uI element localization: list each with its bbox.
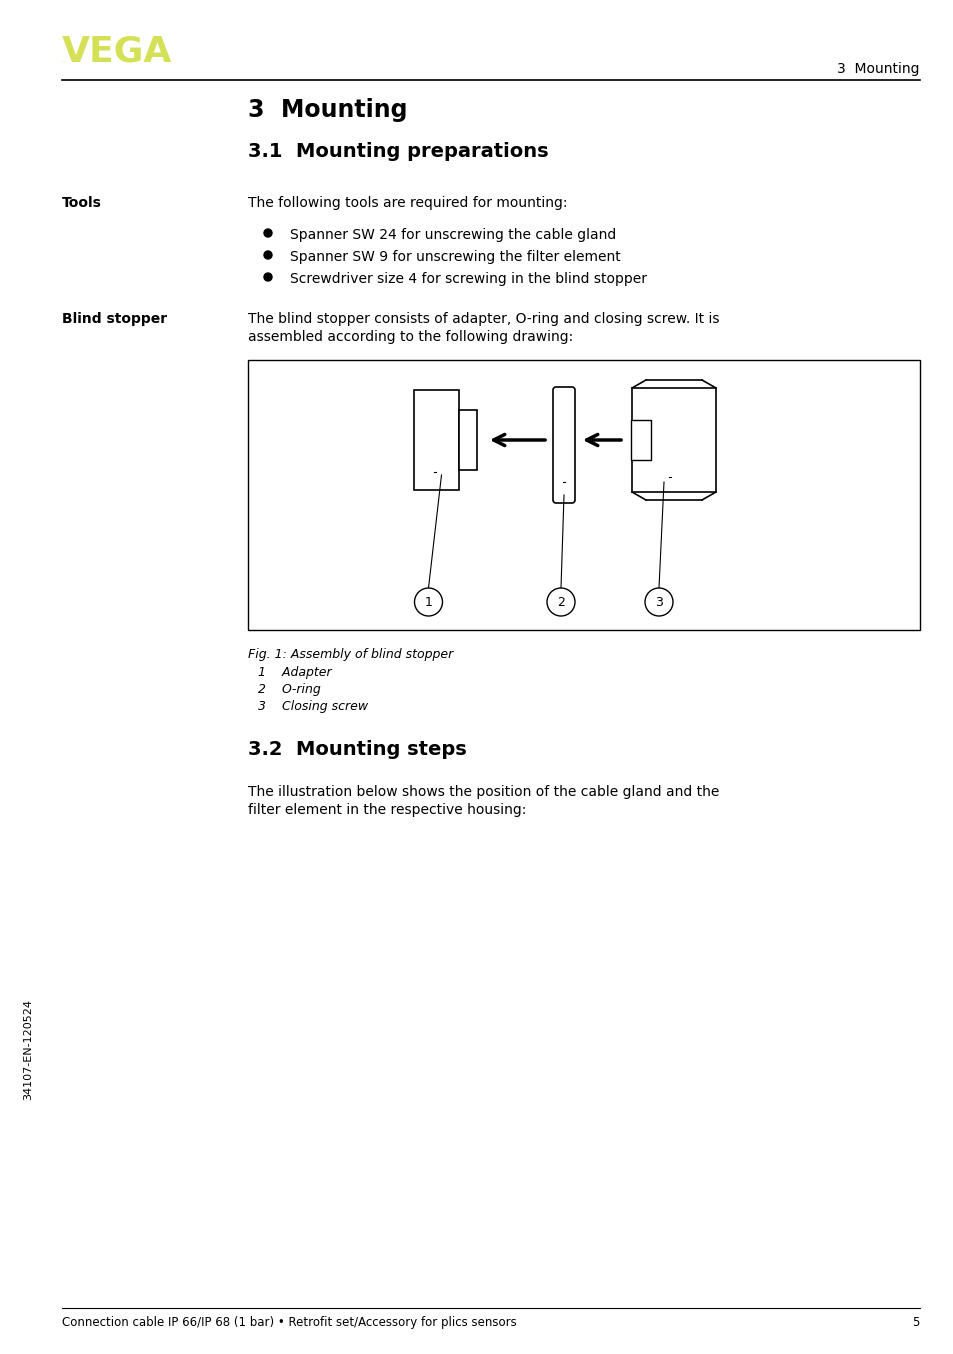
Text: Tools: Tools bbox=[62, 196, 102, 210]
Text: 3  Mounting: 3 Mounting bbox=[837, 62, 919, 76]
Text: 3.2  Mounting steps: 3.2 Mounting steps bbox=[248, 741, 466, 760]
Circle shape bbox=[264, 250, 272, 259]
Text: Connection cable IP 66/IP 68 (1 bar) • Retrofit set/Accessory for plics sensors: Connection cable IP 66/IP 68 (1 bar) • R… bbox=[62, 1316, 517, 1330]
Text: 1: 1 bbox=[424, 596, 432, 608]
Text: 1    Adapter: 1 Adapter bbox=[257, 666, 332, 678]
Text: 5: 5 bbox=[912, 1316, 919, 1330]
Text: Spanner SW 24 for unscrewing the cable gland: Spanner SW 24 for unscrewing the cable g… bbox=[290, 227, 616, 242]
Circle shape bbox=[264, 229, 272, 237]
Text: 3: 3 bbox=[655, 596, 662, 608]
Text: 2: 2 bbox=[557, 596, 564, 608]
Circle shape bbox=[414, 588, 442, 616]
Bar bbox=[248, 360, 919, 630]
Text: The blind stopper consists of adapter, O-ring and closing screw. It is: The blind stopper consists of adapter, O… bbox=[248, 311, 719, 326]
Circle shape bbox=[546, 588, 575, 616]
Text: Fig. 1: Assembly of blind stopper: Fig. 1: Assembly of blind stopper bbox=[248, 649, 453, 661]
Text: Spanner SW 9 for unscrewing the filter element: Spanner SW 9 for unscrewing the filter e… bbox=[290, 250, 620, 264]
Text: 3.1  Mounting preparations: 3.1 Mounting preparations bbox=[248, 142, 548, 161]
Text: Blind stopper: Blind stopper bbox=[62, 311, 167, 326]
FancyBboxPatch shape bbox=[553, 387, 575, 502]
Bar bbox=[630, 420, 650, 460]
Text: The illustration below shows the position of the cable gland and the: The illustration below shows the positio… bbox=[248, 785, 719, 799]
Text: filter element in the respective housing:: filter element in the respective housing… bbox=[248, 803, 526, 816]
Text: 34107-EN-120524: 34107-EN-120524 bbox=[23, 999, 33, 1101]
Bar bbox=[631, 389, 716, 492]
Text: 3  Mounting: 3 Mounting bbox=[248, 97, 407, 122]
Text: assembled according to the following drawing:: assembled according to the following dra… bbox=[248, 330, 573, 344]
Text: The following tools are required for mounting:: The following tools are required for mou… bbox=[248, 196, 567, 210]
Text: Screwdriver size 4 for screwing in the blind stopper: Screwdriver size 4 for screwing in the b… bbox=[290, 272, 646, 286]
Text: 2    O-ring: 2 O-ring bbox=[257, 682, 320, 696]
Bar bbox=[458, 410, 476, 470]
Circle shape bbox=[264, 274, 272, 282]
Text: VEGA: VEGA bbox=[62, 34, 172, 68]
Text: 3    Closing screw: 3 Closing screw bbox=[257, 700, 368, 714]
Bar bbox=[414, 390, 458, 490]
Circle shape bbox=[644, 588, 672, 616]
